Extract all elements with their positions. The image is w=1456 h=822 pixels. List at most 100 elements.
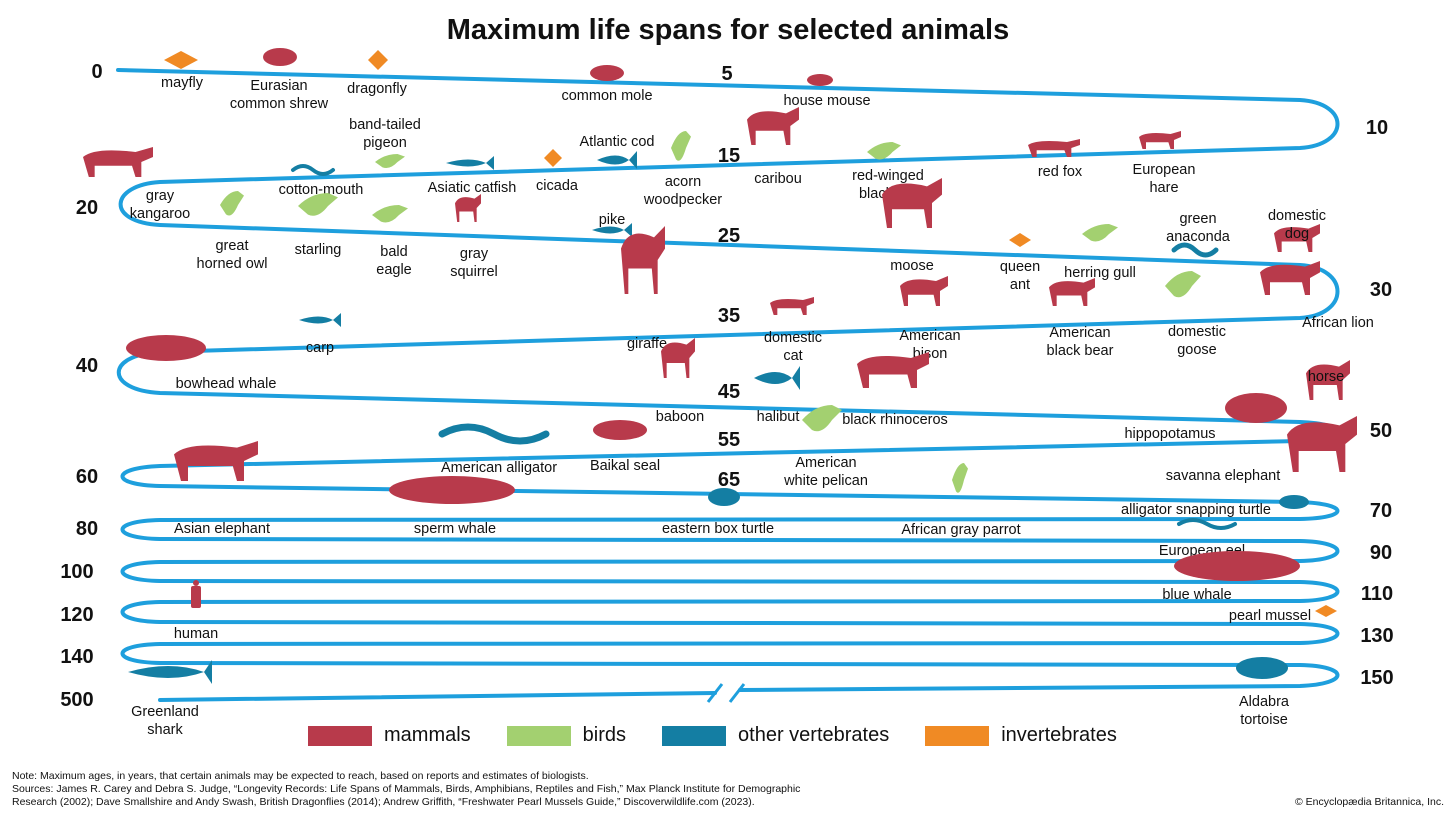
animal-label: Eurasian common shrew — [230, 78, 329, 112]
animal-label-line: European — [1133, 162, 1196, 178]
animal-silhouette — [164, 51, 198, 69]
animal-label-line: squirrel — [450, 264, 498, 280]
animal-label: pike — [599, 212, 626, 228]
animal-silhouette — [807, 74, 833, 86]
animal-label: Atlantic cod — [580, 134, 655, 150]
catfish-icon — [446, 156, 494, 170]
animal-label-line: kangaroo — [130, 206, 190, 222]
scale-marker: 140 — [60, 646, 93, 668]
animal-bowhead-whale-group: bowhead whale — [126, 335, 276, 392]
animal-label: gray squirrel — [450, 246, 498, 280]
animal-green-anaconda-group: green anaconda — [1166, 211, 1231, 258]
mouse-icon — [807, 74, 833, 86]
tortoise-icon — [1236, 657, 1288, 679]
legend-item-mammals: mammals — [308, 724, 471, 747]
animal-gray-squirrel-group: gray squirrel — [450, 194, 498, 280]
animal-domestic-goose-group: domestic goose — [1165, 271, 1226, 358]
human-icon — [191, 580, 201, 608]
animal-silhouette — [389, 476, 515, 504]
animal-baikal-seal-group: Baikal seal — [590, 420, 660, 474]
bird-icon — [867, 142, 901, 160]
animal-silhouette — [802, 405, 842, 432]
animal-label-line: queen — [1000, 259, 1040, 275]
animal-silhouette — [754, 366, 800, 390]
animal-silhouette — [455, 194, 481, 222]
animal-label: American white pelican — [783, 455, 868, 489]
animal-silhouette — [220, 191, 244, 216]
fish-icon — [754, 366, 800, 390]
scale-marker: 25 — [718, 225, 740, 247]
animal-american-alligator-group: American alligator — [438, 423, 557, 476]
animal-label: caribou — [754, 171, 802, 187]
kangaroo-icon — [83, 147, 153, 177]
scale-marker: 45 — [718, 381, 740, 403]
animal-greenland-shark-group: Greenland shark — [128, 660, 212, 738]
animal-red-fox-group: red fox — [1028, 139, 1083, 180]
animal-silhouette — [590, 65, 624, 81]
animal-queen-ant-group: queen ant — [1000, 233, 1040, 293]
animal-silhouette — [747, 107, 799, 145]
turtle-icon — [1279, 495, 1309, 509]
animal-silhouette — [1171, 242, 1219, 258]
animal-silhouette — [1177, 518, 1237, 530]
animal-label-line: acorn — [665, 174, 701, 190]
axis-break-mark — [706, 683, 746, 703]
animal-european-hare-group: European hare — [1133, 131, 1196, 196]
animal-house-mouse-group: house mouse — [783, 74, 871, 109]
scale-marker: 30 — [1370, 279, 1392, 301]
scale-marker: 5 — [721, 63, 732, 85]
animal-silhouette — [1082, 224, 1118, 242]
animal-label: cotton-mouth — [279, 182, 364, 198]
scale-marker: 60 — [76, 466, 98, 488]
animal-silhouette — [368, 50, 388, 70]
animal-label-line: green — [1179, 211, 1216, 227]
animal-silhouette — [708, 488, 740, 506]
scale-marker: 130 — [1360, 625, 1393, 647]
pelican-icon — [802, 405, 842, 432]
animal-label: giraffe — [627, 336, 667, 352]
page-title: Maximum life spans for selected animals — [446, 14, 1010, 46]
animal-caribou-group: caribou — [747, 107, 802, 187]
animal-label: hippopotamus — [1124, 426, 1215, 442]
hippo-icon — [1225, 393, 1287, 423]
animal-eastern-box-turtle-group: eastern box turtle — [662, 488, 774, 537]
animal-label-line: great — [215, 238, 248, 254]
animal-silhouette — [1139, 131, 1181, 149]
animal-label: domestic cat — [764, 330, 822, 364]
animal-label: blue whale — [1162, 587, 1231, 603]
animal-label: Baikal seal — [590, 458, 660, 474]
animal-label-line: red-winged — [852, 168, 924, 184]
animal-label: mayfly — [161, 75, 204, 91]
animal-silhouette — [446, 156, 494, 170]
animal-label: African gray parrot — [901, 522, 1020, 538]
animal-common-mole-group: common mole — [561, 65, 653, 104]
animal-silhouette — [191, 586, 201, 608]
animal-label: Greenland shark — [131, 704, 199, 738]
animal-label: halibut — [757, 409, 800, 425]
dragonfly-icon — [368, 50, 388, 70]
caribou-icon — [747, 107, 799, 145]
scale-marker: 70 — [1370, 500, 1392, 522]
animal-silhouette — [375, 154, 405, 168]
animal-label-line: woodpecker — [643, 192, 722, 208]
animal-gray-kangaroo-group: gray kangaroo — [83, 147, 190, 222]
animal-label-line: hare — [1149, 180, 1178, 196]
animal-silhouette — [671, 131, 691, 161]
ant-icon — [1009, 233, 1031, 247]
note-line: Note: Maximum ages, in years, that certa… — [12, 770, 589, 782]
animal-dragonfly-group: dragonfly — [347, 50, 408, 97]
animal-label: dragonfly — [347, 81, 407, 97]
giraffe-icon — [621, 226, 665, 294]
gull-icon — [1082, 224, 1118, 242]
animal-label-line: domestic — [764, 330, 822, 346]
animal-silhouette — [193, 580, 199, 586]
animal-label-line: Greenland — [131, 704, 199, 720]
timeline-path — [116, 68, 1340, 702]
animal-silhouette — [126, 335, 206, 361]
source-note: Note: Maximum ages, in years, that certa… — [12, 770, 832, 809]
animal-silhouette — [263, 48, 297, 66]
animal-label-line: American — [795, 455, 856, 471]
animal-great-horned-owl-group: great horned owl — [197, 191, 267, 272]
animal-silhouette — [597, 151, 637, 169]
